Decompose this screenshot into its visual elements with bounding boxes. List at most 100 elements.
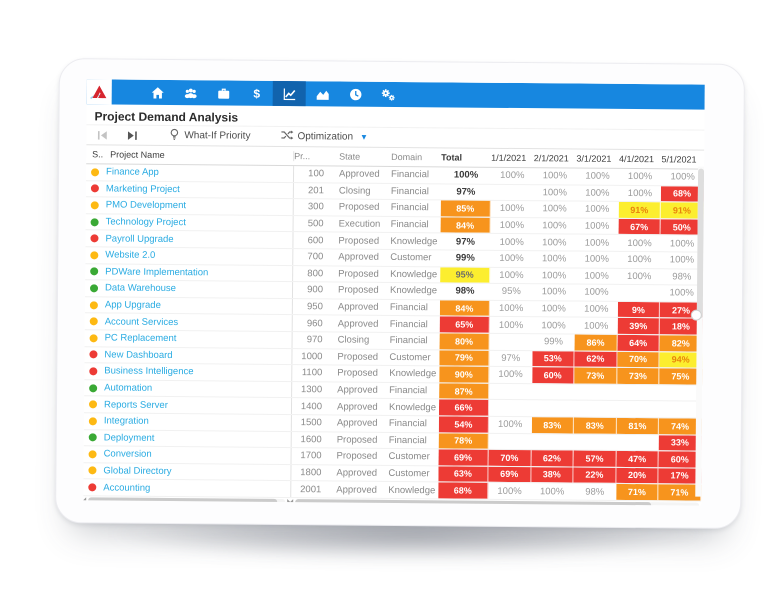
demand-cell[interactable] [490,334,533,350]
project-link[interactable]: Finance App [105,166,159,179]
demand-cell[interactable]: 70% [488,449,532,466]
priority-cell[interactable]: 1500 [290,414,329,431]
column-header[interactable]: Domain [391,151,423,163]
gears-icon[interactable] [372,82,405,107]
demand-cell[interactable]: 100% [542,187,567,199]
total-cell[interactable]: 97% [456,186,476,198]
total-cell[interactable]: 80% [439,333,490,350]
demand-cell[interactable]: 100% [627,187,653,200]
demand-cell[interactable]: 62% [531,450,574,467]
demand-cell[interactable]: 100% [585,204,610,216]
priority-cell[interactable]: 960 [291,315,330,332]
demand-cell[interactable] [489,384,532,400]
demand-cell[interactable]: 100% [584,253,609,266]
project-link[interactable]: Business Intelligence [104,365,194,378]
demand-cell[interactable]: 20% [616,467,659,484]
priority-cell[interactable]: 1300 [291,381,330,398]
demand-cell[interactable]: 9% [617,301,661,318]
total-cell[interactable]: 85% [440,200,491,217]
demand-cell[interactable]: 22% [573,467,617,484]
demand-cell[interactable]: 100% [498,302,524,315]
demand-cell[interactable] [532,400,575,416]
demand-cell[interactable]: 100% [542,203,567,215]
demand-cell[interactable]: 100% [497,485,522,497]
what-if-priority-button[interactable]: What-If Priority [168,127,251,144]
total-cell[interactable]: 98% [455,285,475,298]
demand-cell[interactable]: 95% [501,286,521,298]
project-link[interactable]: Conversion [103,448,152,461]
priority-cell[interactable]: 600 [292,232,331,249]
demand-cell[interactable]: 100% [499,253,524,265]
project-link[interactable]: Website 2.0 [105,249,156,262]
demand-cell[interactable]: 64% [617,334,661,351]
demand-cell[interactable]: 100% [499,236,524,248]
project-link[interactable]: Data Warehouse [104,282,177,295]
demand-cell[interactable]: 100% [627,237,652,249]
clock-icon[interactable] [339,81,372,106]
priority-cell[interactable]: 950 [291,298,330,315]
demand-cell[interactable]: 83% [531,417,575,434]
project-link[interactable]: Marketing Project [105,183,180,195]
demand-cell[interactable]: 69% [488,466,532,483]
demand-cell[interactable] [489,400,532,416]
column-header[interactable]: 4/1/2021 [618,153,655,165]
left-pane-hscrollbar[interactable] [88,497,286,506]
demand-cell[interactable]: 100% [585,187,610,199]
demand-cell[interactable]: 100% [498,369,523,381]
demand-cell[interactable]: 47% [616,450,660,467]
project-link[interactable]: PDWare Implementation [105,266,209,279]
demand-cell[interactable]: 100% [542,170,568,182]
demand-cell[interactable]: 62% [574,351,618,368]
users-icon[interactable] [174,80,207,105]
demand-cell[interactable]: 100% [541,253,567,265]
project-link[interactable]: Accounting [103,481,151,494]
demand-cell[interactable]: 100% [627,254,652,266]
demand-cell[interactable]: 100% [584,220,610,232]
demand-cell[interactable]: 70% [617,351,660,368]
demand-cell[interactable] [616,434,659,450]
demand-cell[interactable]: 60% [531,367,575,384]
demand-cell[interactable]: 100% [584,237,610,249]
demand-cell[interactable] [491,184,534,200]
priority-cell[interactable]: 100 [292,166,332,182]
priority-cell[interactable]: 900 [291,282,331,299]
step-back-button[interactable] [96,129,108,141]
column-header[interactable]: 1/1/2021 [491,152,527,164]
demand-cell[interactable]: 83% [573,417,617,434]
demand-cell[interactable] [532,384,575,400]
demand-cell[interactable]: 73% [617,368,660,384]
total-cell[interactable]: 65% [439,316,490,333]
project-link[interactable]: Reports Server [103,399,168,411]
demand-cell[interactable]: 100% [497,419,523,431]
demand-cell[interactable]: 100% [499,219,525,232]
demand-cell[interactable]: 100% [499,203,525,215]
demand-cell[interactable] [617,385,660,401]
total-cell[interactable]: 84% [440,217,491,234]
pdware-logo[interactable] [86,79,112,105]
step-forward-button[interactable] [126,129,138,141]
scroll-knob[interactable] [690,309,702,321]
total-cell[interactable]: 66% [438,399,490,416]
column-header[interactable]: 5/1/2021 [661,154,697,165]
column-header[interactable]: Project Name [110,149,165,160]
project-link[interactable]: Payroll Upgrade [105,233,174,245]
project-link[interactable]: Technology Project [105,216,186,229]
demand-cell[interactable]: 100% [627,270,652,283]
column-header[interactable]: 2/1/2021 [533,153,569,164]
demand-cell[interactable]: 100% [500,170,525,182]
line-chart-icon[interactable] [272,80,306,107]
column-header[interactable]: S.. [92,149,104,160]
project-link[interactable]: Deployment [103,432,155,444]
demand-cell[interactable]: 100% [584,287,609,299]
column-header[interactable]: Pr... [293,151,332,162]
project-link[interactable]: Global Directory [103,465,172,477]
demand-cell[interactable]: 53% [531,350,575,367]
priority-cell[interactable]: 201 [292,182,331,199]
demand-cell[interactable]: 100% [542,220,567,232]
demand-cell[interactable]: 100% [499,269,524,281]
priority-cell[interactable]: 970 [291,331,330,348]
project-link[interactable]: Integration [103,415,149,428]
briefcase-icon[interactable] [207,80,240,105]
priority-cell[interactable]: 1700 [290,448,329,465]
total-cell[interactable]: 100% [453,169,479,181]
